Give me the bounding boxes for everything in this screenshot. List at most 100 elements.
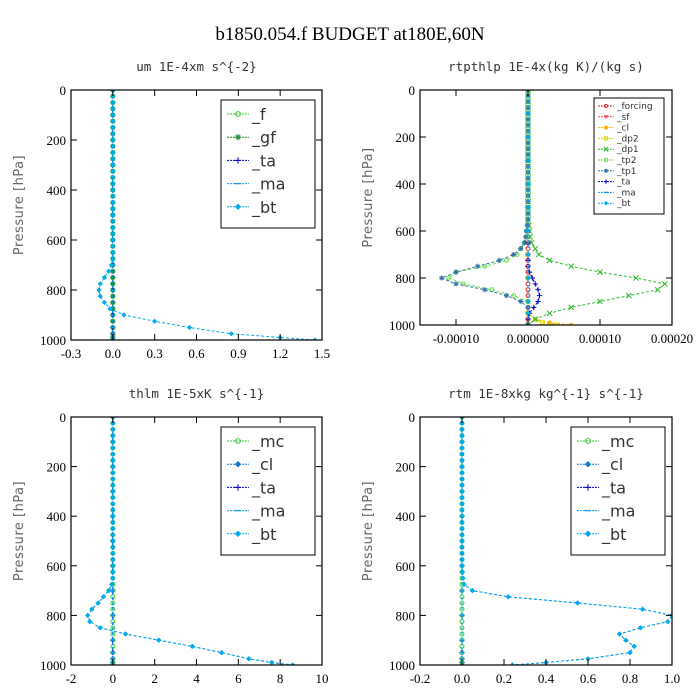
data-point: [110, 224, 116, 231]
x-tick-label: 0.0: [105, 346, 121, 361]
data-point: [459, 482, 465, 488]
plot-frame: [419, 89, 673, 326]
legend-marker: [584, 461, 592, 468]
data-point: [459, 464, 465, 470]
data-point: [459, 544, 465, 550]
x-tick-label: 1.0: [664, 671, 680, 686]
data-point: [110, 526, 116, 532]
data-point: [110, 231, 116, 237]
legend-marker: [234, 461, 242, 468]
data-point: [633, 275, 639, 281]
data-point: [110, 569, 116, 575]
y-tick-label: 600: [47, 559, 67, 574]
panel-title: thlm 1E-5xK s^{-1}: [129, 386, 264, 401]
data-point: [97, 293, 103, 299]
series-line: [527, 90, 572, 325]
data-point: [525, 275, 531, 281]
x-tick-label: -0.00010: [433, 331, 480, 346]
data-point: [459, 513, 465, 519]
legend-label: _bt: [601, 525, 626, 545]
y-tick-label: 800: [47, 283, 67, 298]
data-point: [110, 256, 116, 262]
data-point: [597, 269, 603, 276]
data-point: [547, 320, 553, 325]
x-tick-label: -2: [66, 671, 77, 686]
data-point: [110, 519, 116, 525]
data-point: [574, 600, 581, 606]
series-tp1: [439, 90, 531, 310]
y-axis-label: Pressure [hPa]: [361, 147, 376, 247]
data-point: [459, 550, 465, 556]
data-point: [100, 594, 107, 600]
x-tick-label: -0.2: [410, 671, 431, 686]
x-tick-label: 0.6: [580, 671, 597, 686]
legend-marker: [234, 484, 242, 491]
data-point: [461, 581, 467, 587]
data-point: [87, 619, 93, 625]
series-bt: [96, 90, 318, 340]
data-point: [524, 222, 530, 228]
legend-marker: [235, 438, 241, 444]
legend-marker: [603, 103, 609, 109]
data-point: [525, 204, 531, 211]
data-point: [459, 457, 465, 463]
data-point: [459, 557, 465, 563]
data-point: [459, 426, 465, 432]
data-point: [459, 538, 465, 544]
data-point: [110, 137, 116, 143]
legend-marker: [603, 168, 609, 173]
x-tick-label: 2: [151, 671, 158, 686]
legend-label: _cl: [251, 455, 273, 475]
legend-label: _ta: [251, 478, 276, 498]
data-point: [110, 149, 116, 156]
y-axis-label: Pressure [hPa]: [361, 481, 376, 581]
data-point: [459, 433, 465, 439]
data-point: [101, 274, 108, 281]
data-point: [106, 588, 112, 594]
data-point: [110, 563, 116, 569]
data-point: [459, 451, 465, 457]
legend-label: _sf: [616, 113, 630, 123]
data-point: [525, 298, 531, 305]
data-point: [459, 445, 465, 451]
y-tick-label: 200: [396, 130, 416, 145]
y-tick-label: 800: [396, 608, 416, 623]
data-point: [525, 116, 531, 122]
y-tick-label: 1000: [40, 333, 66, 348]
y-tick-label: 1000: [389, 318, 415, 333]
data-point: [110, 464, 116, 470]
data-point: [459, 488, 465, 494]
data-point: [110, 433, 116, 439]
legend-label: _mc: [251, 432, 284, 452]
data-point: [525, 310, 531, 316]
data-point: [459, 495, 465, 501]
y-tick-label: 400: [396, 509, 416, 524]
data-point: [453, 269, 459, 275]
legend-marker: [603, 157, 609, 163]
data-point: [568, 304, 575, 311]
data-point: [110, 124, 116, 131]
data-point: [459, 526, 465, 532]
legend-marker: [234, 203, 242, 210]
data-point: [459, 476, 465, 482]
data-point: [110, 488, 116, 494]
data-point: [459, 569, 466, 575]
data-point: [110, 199, 116, 206]
data-point: [110, 451, 116, 457]
legend-label: _dp2: [616, 134, 639, 144]
data-point: [101, 299, 108, 306]
data-point: [509, 662, 515, 665]
legend-marker: [584, 484, 592, 491]
data-point: [535, 287, 541, 293]
data-point: [110, 575, 116, 581]
data-point: [121, 312, 127, 318]
y-tick-label: 0: [60, 83, 67, 98]
data-point: [110, 557, 116, 563]
data-point: [528, 239, 535, 246]
x-tick-label: 0.00020: [651, 331, 693, 346]
legend-label: _dp1: [616, 145, 639, 155]
data-point: [110, 237, 116, 243]
legend-marker: [235, 111, 241, 117]
y-tick-label: 800: [47, 608, 67, 623]
legend-label: _ta: [616, 178, 631, 188]
